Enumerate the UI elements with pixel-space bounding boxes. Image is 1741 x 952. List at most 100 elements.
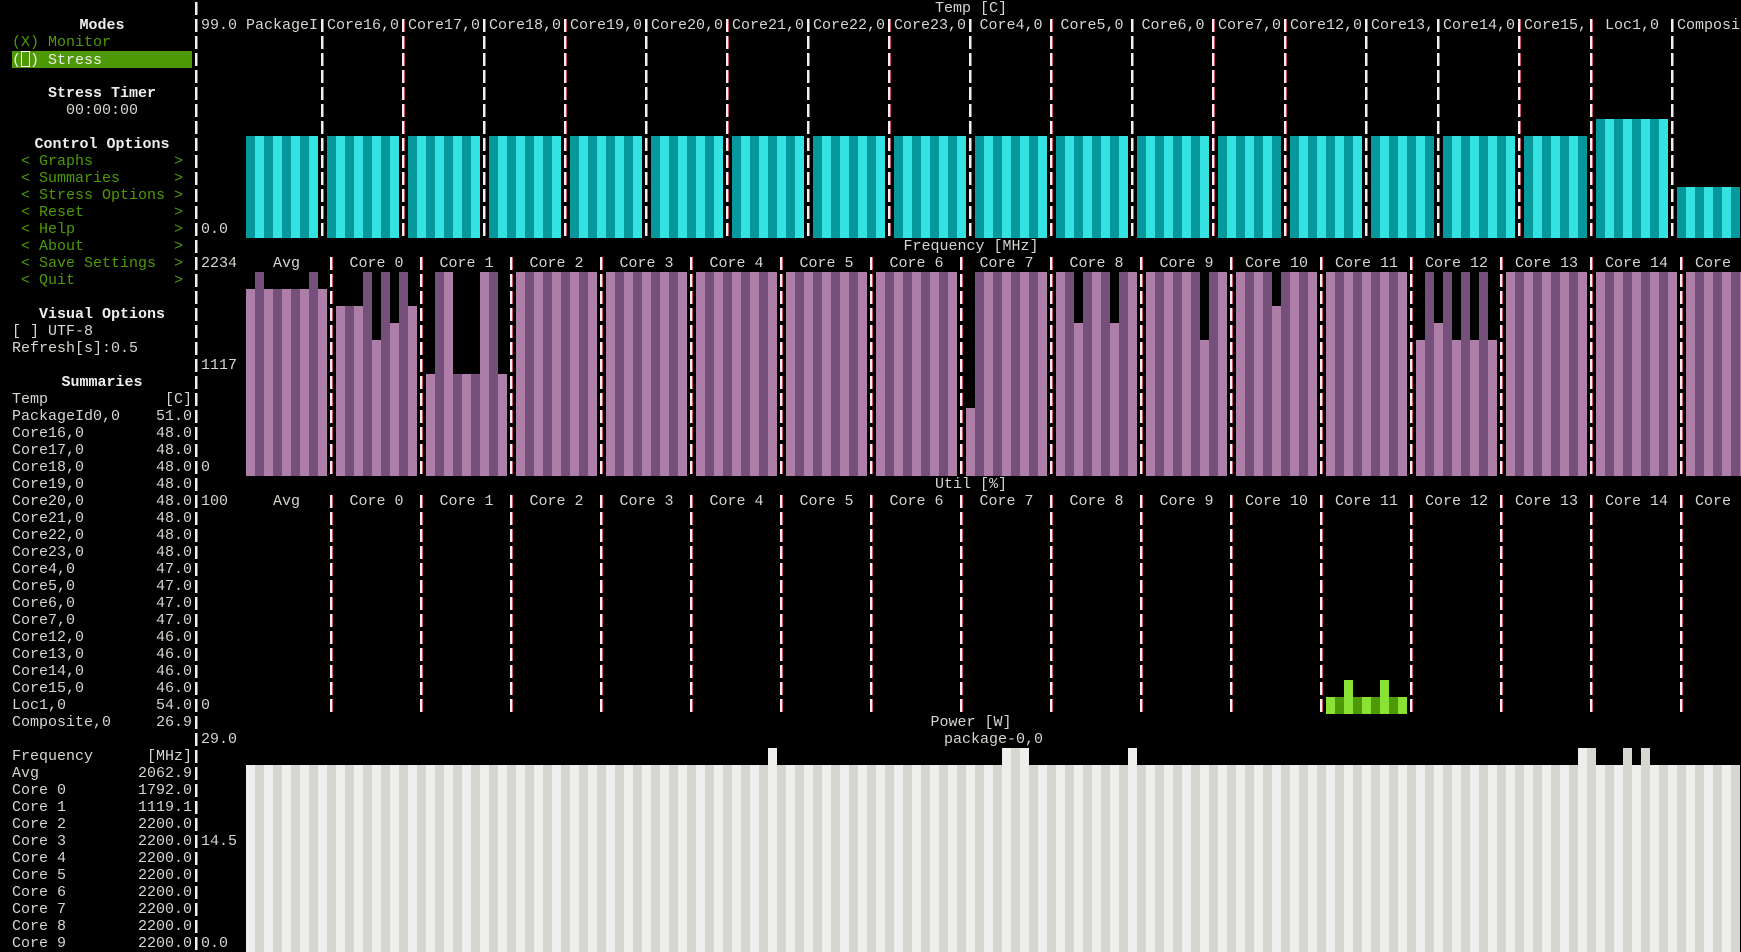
summary-row: Core 0 1792.0 (12, 782, 192, 799)
summary-title: Frequency (12, 748, 94, 765)
refresh-rate[interactable]: Refresh[s]:0.5 (12, 340, 139, 357)
summary-row: Core17,0 48.0 (12, 442, 192, 459)
power-bar (1398, 765, 1407, 952)
freq-bar (669, 272, 678, 476)
freq-column-separator (420, 255, 423, 476)
freq-column-separator (510, 255, 513, 476)
temp-column-label: Core15, (1524, 17, 1588, 34)
util-bar (1353, 697, 1362, 714)
control-option-graphs-button[interactable]: < Graphs > (21, 153, 183, 170)
freq-min-label: 0 (201, 459, 211, 476)
summary-value: 48.0 (155, 459, 192, 476)
power-bar (1434, 765, 1443, 952)
temp-bar (453, 136, 462, 238)
chevron-left-icon: < (21, 153, 31, 170)
temp-column-label: Core5,0 (1060, 17, 1124, 34)
power-bar (597, 765, 606, 952)
control-option-reset-button[interactable]: < Reset > (21, 204, 183, 221)
chevron-left-icon: < (21, 187, 31, 204)
power-bar (354, 765, 363, 952)
freq-column-separator (1050, 255, 1053, 476)
summary-value: 2200.0 (137, 918, 192, 935)
summary-row: Core 5 2200.0 (12, 867, 192, 884)
temp-column-separator (1365, 17, 1368, 238)
freq-bar (300, 289, 309, 476)
temp-bar (1677, 187, 1686, 238)
util-bar (1380, 680, 1389, 714)
utf8-checkbox[interactable]: [ ] UTF-8 (12, 323, 94, 340)
power-bar (1605, 765, 1614, 952)
temp-bar (939, 136, 948, 238)
power-max-label: 29.0 (201, 731, 238, 748)
freq-bar (993, 272, 1002, 476)
power-bar (732, 765, 741, 952)
temp-bar (1056, 136, 1065, 238)
temp-column-label: Core22,0 (813, 17, 886, 34)
temp-bar (921, 136, 930, 238)
power-bar (363, 765, 372, 952)
freq-bar (1605, 272, 1614, 476)
freq-bar (1083, 272, 1092, 476)
temp-column-label: Core21,0 (732, 17, 805, 34)
freq-bar (498, 374, 507, 476)
temp-bar (588, 136, 597, 238)
freq-bar (363, 272, 372, 476)
temp-bar (1641, 119, 1650, 238)
summary-value: 2200.0 (137, 850, 192, 867)
summary-value: 48.0 (155, 527, 192, 544)
temp-bar (669, 136, 678, 238)
freq-bar (705, 272, 714, 476)
modes-title: Modes (79, 17, 125, 34)
freq-bar (1146, 272, 1155, 476)
freq-bar (1173, 272, 1182, 476)
freq-bar (1029, 272, 1038, 476)
freq-column-label: Core 10 (1244, 255, 1308, 272)
control-option-quit-button[interactable]: < Quit > (21, 272, 183, 289)
power-bar (1515, 765, 1524, 952)
control-options-title: Control Options (34, 136, 170, 153)
chevron-left-icon: < (21, 221, 31, 238)
monitor-radio[interactable]: (X) Monitor (12, 34, 111, 51)
freq-bar (813, 272, 822, 476)
temp-bar (255, 136, 264, 238)
temp-bar (309, 136, 318, 238)
summary-row: Core14,0 46.0 (12, 663, 192, 680)
freq-column-label: Avg (272, 255, 300, 272)
power-bar (615, 765, 624, 952)
control-option-about-button[interactable]: < About > (21, 238, 183, 255)
power-bar (345, 765, 354, 952)
temp-bar (1227, 136, 1236, 238)
control-option-summaries-button[interactable]: < Summaries > (21, 170, 183, 187)
power-bar (1551, 765, 1560, 952)
power-bar (1335, 765, 1344, 952)
util-column-separator (960, 493, 963, 714)
control-option-help-button[interactable]: < Help > (21, 221, 183, 238)
freq-bar (462, 374, 471, 476)
control-option-save-settings-button[interactable]: < Save Settings > (21, 255, 183, 272)
util-column-separator (780, 493, 783, 714)
temp-max-label: 99.0 (201, 17, 238, 34)
temp-bar (1155, 136, 1164, 238)
summary-name: Core 7 (12, 901, 67, 918)
temp-bar (390, 136, 399, 238)
temp-column-separator (969, 17, 972, 238)
summary-row: Core5,0 47.0 (12, 578, 192, 595)
freq-column-label: Core 7 (979, 255, 1034, 272)
power-bar (1425, 765, 1434, 952)
temp-bar (777, 136, 786, 238)
power-bar (1731, 765, 1740, 952)
freq-bar (399, 272, 408, 476)
power-bar (831, 765, 840, 952)
stress-radio[interactable]: () Stress (12, 51, 192, 69)
util-column-label: Core 2 (529, 493, 584, 510)
summary-name: Core20,0 (12, 493, 85, 510)
freq-bar (930, 272, 939, 476)
summary-value: 2200.0 (137, 884, 192, 901)
summary-row: Core13,0 46.0 (12, 646, 192, 663)
control-option-stress-options-button[interactable]: < Stress Options > (21, 187, 183, 204)
temp-column-separator (483, 17, 486, 238)
power-bar (858, 765, 867, 952)
power-bar (1578, 748, 1587, 952)
temp-bar (1533, 136, 1542, 238)
freq-bar (543, 272, 552, 476)
